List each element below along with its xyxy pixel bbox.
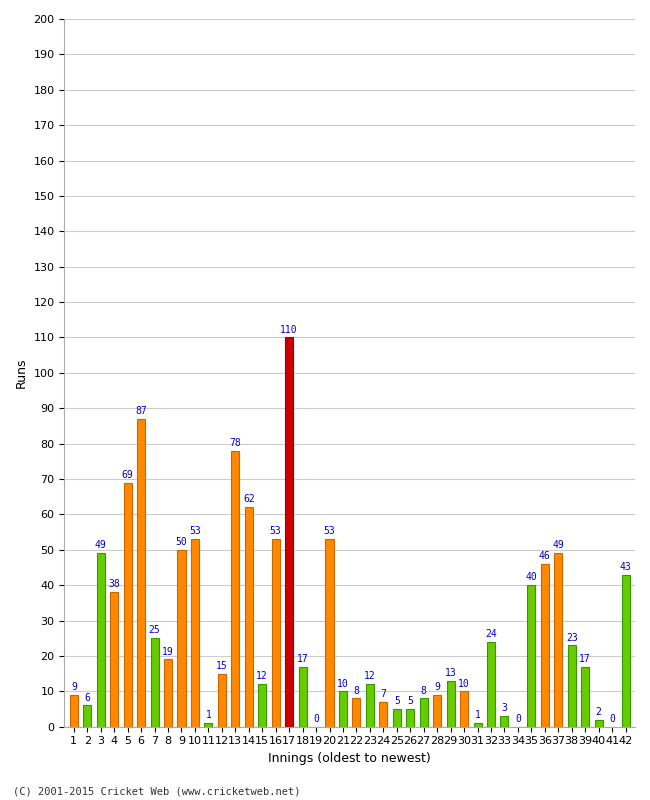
Bar (366, 684, 374, 726)
Text: 69: 69 (122, 470, 133, 480)
Bar (460, 691, 468, 726)
Bar (177, 550, 185, 726)
Bar (191, 539, 199, 726)
Bar (554, 554, 562, 726)
Text: 17: 17 (297, 654, 309, 664)
Text: 10: 10 (337, 678, 349, 689)
Bar (500, 716, 508, 726)
Text: 53: 53 (189, 526, 201, 536)
Text: 9: 9 (434, 682, 440, 692)
Text: 0: 0 (515, 714, 521, 724)
Text: 9: 9 (71, 682, 77, 692)
Text: 87: 87 (135, 406, 147, 416)
Bar (339, 691, 347, 726)
Bar (137, 419, 145, 726)
Text: 23: 23 (566, 633, 578, 642)
Text: 50: 50 (176, 537, 187, 547)
Bar (70, 695, 78, 726)
Text: 15: 15 (216, 661, 228, 671)
Text: 38: 38 (109, 579, 120, 590)
Bar (527, 585, 536, 726)
Text: (C) 2001-2015 Cricket Web (www.cricketweb.net): (C) 2001-2015 Cricket Web (www.cricketwe… (13, 786, 300, 796)
Bar (433, 695, 441, 726)
Bar (487, 642, 495, 726)
Text: 19: 19 (162, 646, 174, 657)
Bar (258, 684, 266, 726)
Bar (352, 698, 361, 726)
Text: 1: 1 (205, 710, 211, 720)
Text: 110: 110 (280, 325, 298, 334)
Text: 13: 13 (445, 668, 456, 678)
Bar (595, 720, 603, 726)
Bar (380, 702, 387, 726)
Y-axis label: Runs: Runs (15, 358, 28, 388)
Text: 3: 3 (502, 703, 508, 714)
Bar (231, 450, 239, 726)
Text: 5: 5 (394, 696, 400, 706)
Text: 8: 8 (421, 686, 426, 695)
Text: 10: 10 (458, 678, 470, 689)
Bar (272, 539, 280, 726)
Text: 62: 62 (243, 494, 255, 505)
Text: 8: 8 (354, 686, 359, 695)
Bar (97, 554, 105, 726)
Text: 24: 24 (485, 629, 497, 639)
Bar (621, 574, 630, 726)
Bar (164, 659, 172, 726)
Bar (298, 666, 307, 726)
Bar (285, 338, 293, 726)
Text: 40: 40 (525, 572, 538, 582)
Text: 43: 43 (619, 562, 631, 572)
Text: 17: 17 (579, 654, 591, 664)
Text: 5: 5 (408, 696, 413, 706)
Text: 46: 46 (539, 551, 551, 561)
Text: 6: 6 (84, 693, 90, 702)
Bar (420, 698, 428, 726)
Text: 12: 12 (256, 671, 268, 682)
Bar (581, 666, 590, 726)
Bar (151, 638, 159, 726)
Text: 12: 12 (364, 671, 376, 682)
Text: 0: 0 (609, 714, 615, 724)
Text: 25: 25 (149, 626, 161, 635)
Bar (447, 681, 454, 726)
Text: 7: 7 (380, 689, 386, 699)
Text: 53: 53 (324, 526, 335, 536)
Text: 49: 49 (552, 541, 564, 550)
Text: 78: 78 (229, 438, 241, 448)
Bar (83, 706, 91, 726)
Text: 2: 2 (596, 707, 602, 717)
Text: 49: 49 (95, 541, 107, 550)
Bar (124, 482, 132, 726)
Bar (326, 539, 333, 726)
Bar (245, 507, 253, 726)
Bar (110, 592, 118, 726)
Bar (204, 723, 213, 726)
X-axis label: Innings (oldest to newest): Innings (oldest to newest) (268, 752, 431, 765)
Bar (567, 646, 576, 726)
Bar (406, 709, 414, 726)
Text: 0: 0 (313, 714, 319, 724)
Text: 1: 1 (474, 710, 480, 720)
Bar (393, 709, 401, 726)
Bar (218, 674, 226, 726)
Text: 53: 53 (270, 526, 281, 536)
Bar (541, 564, 549, 726)
Bar (473, 723, 482, 726)
